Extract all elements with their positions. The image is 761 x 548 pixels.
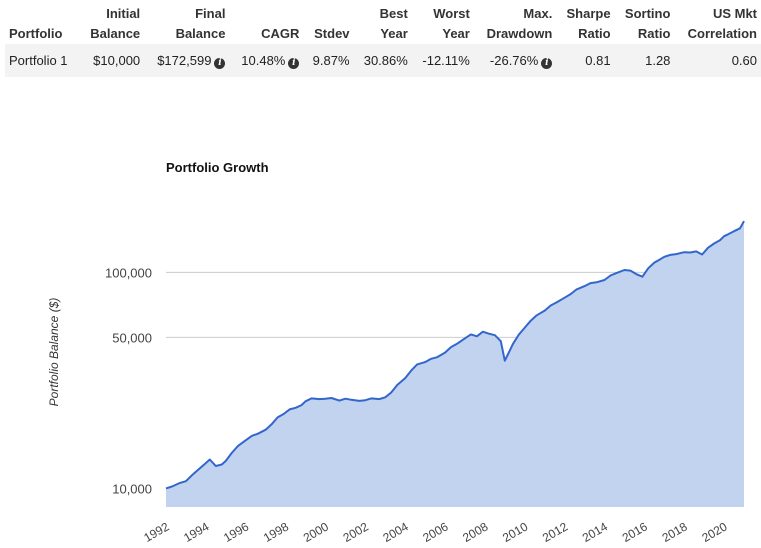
chart-title: Portfolio Growth — [166, 160, 269, 175]
cell-stdev: 9.87% — [312, 53, 350, 68]
header-max-drawdown: Max. Drawdown — [486, 6, 553, 41]
table-header-row: Portfolio Initial Balance Final Balance CA… — [5, 4, 761, 44]
header-us-mkt-correlation: US Mkt Correlation — [687, 6, 757, 41]
header-cagr: CAGR — [261, 26, 300, 41]
x-tick-label: 2018 — [660, 519, 690, 545]
x-tick-label: 1994 — [181, 519, 211, 545]
x-tick-label: 2020 — [699, 519, 729, 545]
x-tick-label: 1996 — [221, 519, 251, 545]
cagr-value: 10.48% — [241, 52, 286, 68]
x-tick-label: 2006 — [420, 519, 450, 545]
x-tick-label: 2014 — [580, 519, 610, 545]
cell-us-mkt-correlation: 0.60 — [731, 53, 757, 68]
info-icon[interactable]: i — [288, 57, 300, 69]
cell-initial-balance: $10,000 — [93, 53, 141, 68]
y-tick-label: 100,000 — [105, 265, 152, 280]
x-tick-label: 2008 — [460, 519, 490, 545]
cell-worst-year: -12.11% — [422, 53, 470, 68]
header-stdev: Stdev — [314, 26, 350, 41]
series-area-fill — [166, 221, 744, 507]
cell-final-balance: $172,599 i — [144, 44, 229, 77]
portfolio-growth-chart: Portfolio Growth 10,000 50,000 100,000 199… — [47, 160, 745, 545]
x-tick-label: 2016 — [620, 519, 650, 545]
portfolio-stats-table: Portfolio Initial Balance Final Balance CA… — [5, 4, 761, 77]
x-tick-label: 2004 — [381, 519, 411, 545]
y-axis-ticks: 10,000 50,000 100,000 — [105, 265, 152, 496]
header-portfolio: Portfolio — [9, 26, 63, 41]
x-tick-label: 1998 — [261, 519, 291, 545]
header-sortino-ratio: Sortino Ratio — [624, 6, 671, 41]
header-best-year: Best Year — [379, 6, 408, 41]
cell-sortino-ratio: 1.28 — [645, 53, 671, 68]
cell-portfolio-name: Portfolio 1 — [9, 53, 68, 68]
max-drawdown-value: -26.76% — [489, 52, 539, 68]
cell-cagr: 10.48% i — [229, 44, 303, 77]
plot-area — [165, 220, 745, 507]
table-row: Portfolio 1 $10,000 $172,599 i 10.48% i 9.… — [5, 44, 761, 77]
x-axis-ticks: 1992 1994 1996 1998 2000 2002 2004 2006 2008 2010… — [141, 519, 729, 545]
info-icon[interactable]: i — [541, 57, 553, 69]
x-tick-label: 2010 — [500, 519, 530, 545]
final-balance-value: $172,599 — [157, 52, 212, 68]
cell-max-drawdown: -26.76% i — [474, 44, 556, 77]
x-tick-label: 2000 — [301, 519, 331, 545]
header-final-balance: Final Balance — [175, 6, 226, 41]
cell-sharpe-ratio: 0.81 — [585, 53, 611, 68]
y-tick-label: 50,000 — [112, 330, 152, 345]
x-tick-label: 2012 — [540, 519, 570, 545]
x-tick-label: 2002 — [341, 519, 371, 545]
y-axis-label: Portfolio Balance ($) — [47, 298, 61, 407]
series-line — [165, 220, 745, 490]
header-worst-year: Worst Year — [433, 6, 470, 41]
header-sharpe-ratio: Sharpe Ratio — [566, 6, 611, 41]
info-icon[interactable]: i — [214, 57, 226, 69]
header-initial-balance: Initial Balance — [90, 6, 141, 41]
x-tick-label: 1992 — [141, 519, 171, 545]
y-tick-label: 10,000 — [112, 481, 152, 496]
cell-best-year: 30.86% — [363, 53, 408, 68]
